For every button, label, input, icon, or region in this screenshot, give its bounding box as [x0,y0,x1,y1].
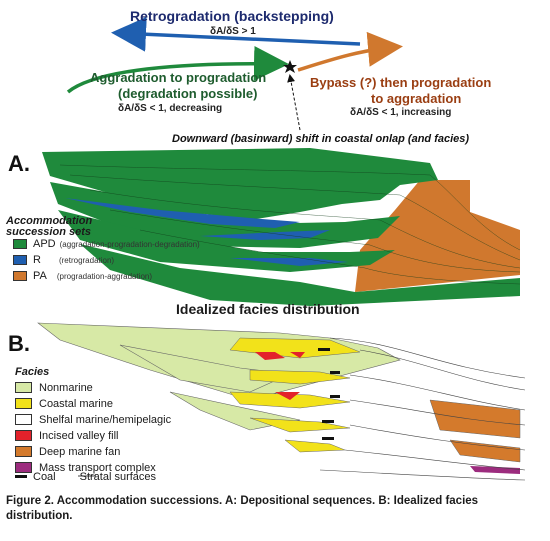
panel-b-label: B. [8,331,30,356]
accommodation-title-line-1: Accommodation [6,215,93,227]
facies-label-incised: Incised valley fill [39,429,119,442]
legend-desc-pa: (progradation-aggradation) [56,271,153,281]
legend-code-apd: APD [33,238,56,250]
panel-b-cross-section [37,322,526,481]
legend-desc-apd: (aggradation-progradation-degradation) [59,239,200,249]
panel-a-label: A. [8,151,30,176]
accommodation-title-line-2: succession sets [6,226,91,238]
swatch-shelfal [15,414,32,425]
facies-label-nonmarine: Nonmarine [39,381,93,394]
shift-pointer [287,74,301,131]
facies-label-shelfal: Shelfal marine/hemipelagic [39,413,172,426]
facies-legend-title: Facies [15,366,50,378]
facies-item-deep-fan: Deep marine fan [15,444,120,459]
facies-label-mass-transport: Mass transport complex [39,461,156,474]
retrogradation-equation: δA/δS > 1 [210,26,256,37]
aggradation-line-2: (degradation possible) [118,86,258,101]
swatch-nonmarine [15,382,32,393]
legend-code-pa: PA [33,270,47,282]
figure-caption: Figure 2. Accommodation successions. A: … [6,495,479,522]
aggradation-arrow [66,45,289,94]
legend-desc-r: (retrogradation) [58,255,115,265]
aggradation-equation: δA/δS < 1, decreasing [118,103,223,114]
legend-item-r: R (retrogradation) [13,253,114,267]
facies-item-mass-transport: Mass transport complex [15,460,156,475]
facies-coal-strata-row: Coal Stratal surfaces [15,469,156,484]
facies-item-coastal: Coastal marine [15,396,113,411]
accommodation-legend-title: Accommodation succession sets [6,216,92,238]
panel-a-cross-section [42,148,521,306]
bypass-arrow [297,31,403,72]
legend-code-r: R [33,254,41,266]
facies-item-shelfal: Shelfal marine/hemipelagic [15,412,171,427]
swatch-deep-fan [15,446,32,457]
legend-item-pa: PA (progradation-aggradation) [13,269,152,283]
bypass-line-2: to aggradation [371,91,462,106]
bypass-equation: δA/δS < 1, increasing [350,107,452,118]
facies-label-coastal: Coastal marine [39,397,113,410]
swatch-coastal [15,398,32,409]
swatch-apd [13,239,27,249]
aggradation-line-1: Aggradation to progradation [90,70,267,85]
retrogradation-title: Retrogradation (backstepping) [130,8,334,24]
strata-label: Stratal surfaces [79,470,157,483]
coal-label: Coal [33,470,56,483]
downward-shift-label: Downward (basinward) shift in coastal on… [172,133,470,145]
facies-item-nonmarine: Nonmarine [15,380,93,395]
coal-swatch [15,475,27,478]
retrogradation-arrow [111,16,361,52]
swatch-incised [15,430,32,441]
star-icon [283,60,297,73]
facies-label-deep-fan: Deep marine fan [39,445,121,458]
swatch-r [13,255,27,265]
legend-item-apd: APD (aggradation-progradation-degradatio… [13,237,200,251]
swatch-pa [13,271,27,281]
swatch-mass-transport [15,462,32,473]
facies-item-incised: Incised valley fill [15,428,118,443]
panel-b-title: Idealized facies distribution [176,301,360,317]
bypass-line-1: Bypass (?) then progradation [310,75,492,90]
